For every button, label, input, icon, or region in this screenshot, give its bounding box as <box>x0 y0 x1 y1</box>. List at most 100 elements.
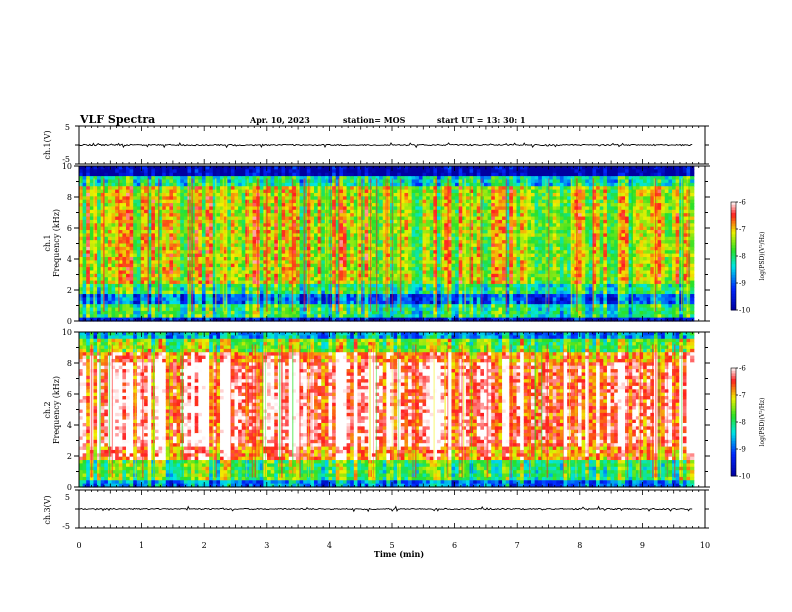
ch1-spectrogram-cell <box>335 253 340 258</box>
ch1-spectrogram-cell <box>361 182 366 187</box>
ch1-spectrogram-cell <box>97 283 102 288</box>
ch1-spectrogram-cell <box>89 263 95 268</box>
ch1-spectrogram-cell <box>411 290 416 295</box>
ch1-spectrogram-cell <box>201 182 207 187</box>
ch1-spectrogram-cell <box>248 240 254 245</box>
ch1-spectrogram-cell <box>122 196 127 201</box>
ch1-spectrogram-cell <box>361 240 366 245</box>
ch1-spectrogram-cell <box>295 189 301 194</box>
ch1-spectrogram-cell <box>79 243 84 248</box>
ch1-spectrogram-cell <box>299 290 304 295</box>
ch1-spectrogram-cell <box>198 250 203 255</box>
ch1-spectrogram-cell <box>397 273 402 278</box>
ch1-spectrogram-cell <box>379 169 384 174</box>
ch1-spectrogram-cell <box>382 314 387 319</box>
ch1-spectrogram-cell <box>252 256 257 261</box>
ch1-spectrogram-cell <box>173 260 178 265</box>
ch1-spectrogram-cell <box>292 213 297 218</box>
ch1-spectrogram-cell <box>455 236 460 241</box>
ch1-spectrogram-cell <box>158 297 163 302</box>
ch1-spectrogram-cell <box>339 250 344 255</box>
ch1-spectrogram-cell <box>129 243 134 248</box>
ch1-spectrogram-cell <box>422 192 427 197</box>
ch1-spectrogram-cell <box>426 273 431 278</box>
ch1-spectrogram-cell <box>220 307 225 312</box>
ch1-spectrogram-cell <box>227 267 232 272</box>
ch1-spectrogram-cell <box>458 236 463 241</box>
ch1-spectrogram-cell <box>317 199 322 204</box>
ch1-spectrogram-cell <box>136 280 142 285</box>
ch1-spectrogram-cell <box>285 297 290 302</box>
ch1-spectrogram-cell <box>97 287 102 292</box>
ch1-spectrogram-cell <box>238 223 243 228</box>
ch1-spectrogram-cell <box>165 176 171 181</box>
ch1-spectrogram-cell <box>408 294 413 299</box>
ch1-spectrogram-cell <box>209 314 214 319</box>
ch1-spectrogram-cell <box>310 216 315 221</box>
ch1-spectrogram-cell <box>415 219 420 224</box>
ch1-spectrogram-cell <box>404 246 409 251</box>
ch1-spectrogram-cell <box>314 236 319 241</box>
ch1-spectrogram-cell <box>176 203 181 208</box>
ch1-spectrogram-cell <box>122 189 127 194</box>
ch1-spectrogram-cell <box>194 182 199 187</box>
ch1-spectrogram-cell <box>180 317 185 322</box>
ch1-spectrogram-cell <box>198 196 203 201</box>
ch1-spectrogram-cell <box>234 189 239 194</box>
ch1-spectrogram-cell <box>447 256 453 261</box>
ch1-spectrogram-cell <box>277 314 283 319</box>
ch1-spectrogram-cell <box>147 196 152 201</box>
ch1-spectrogram-cell <box>335 192 340 197</box>
ch1-spectrogram-cell <box>223 317 228 322</box>
ch1-spectrogram-cell <box>248 273 254 278</box>
ch1-spectrogram-cell <box>429 216 434 221</box>
ch1-spectrogram-cell <box>415 223 420 228</box>
ch1-spectrogram-cell <box>220 304 225 309</box>
ch1-spectrogram-cell <box>357 186 362 191</box>
ch1-spectrogram-cell <box>465 256 471 261</box>
ch1-spectrogram-cell <box>183 283 189 288</box>
ch1-spectrogram-cell <box>382 294 387 299</box>
ch1-spectrogram-cell <box>447 209 453 214</box>
ch1-spectrogram-cell <box>274 260 279 265</box>
ch1-spectrogram-cell <box>418 270 424 275</box>
ch1-spectrogram-cell <box>361 314 366 319</box>
ch1-spectrogram-cell <box>295 270 301 275</box>
ch1-spectrogram-cell <box>212 256 218 261</box>
ch1-spectrogram-cell <box>173 166 178 170</box>
ch1-spectrogram-cell <box>223 219 228 224</box>
ch1-spectrogram-cell <box>241 283 246 288</box>
ch1-spectrogram-cell <box>140 179 145 184</box>
ch1-spectrogram-cell <box>429 300 434 305</box>
ch1-spectrogram-cell <box>379 304 384 309</box>
ch1-spectrogram-cell <box>292 294 297 299</box>
ch1-spectrogram-cell <box>259 206 265 211</box>
ch1-spectrogram-cell <box>418 287 424 292</box>
ch1-spectrogram-cell <box>194 230 199 234</box>
ch1-spectrogram-cell <box>111 317 116 322</box>
ch1-spectrogram-cell <box>415 253 420 258</box>
ch1-spectrogram-cell <box>115 297 120 302</box>
ch1-spectrogram-cell <box>100 263 105 268</box>
ch1-spectrogram-cell <box>220 260 225 265</box>
ch1-spectrogram-cell <box>314 192 319 197</box>
ch1-spectrogram-cell <box>328 314 333 319</box>
ch1-spectrogram-cell <box>342 304 348 309</box>
ch1-spectrogram-cell <box>154 226 160 231</box>
ch1-spectrogram-cell <box>292 172 297 177</box>
ch1-spectrogram-cell <box>151 219 156 224</box>
ch1-spectrogram-cell <box>429 304 434 309</box>
ch1-spectrogram-cell <box>122 246 127 251</box>
ch1-spectrogram-cell <box>136 277 142 282</box>
ch1-spectrogram-cell <box>458 297 463 302</box>
ch1-spectrogram-cell <box>133 209 138 214</box>
ch1-spectrogram-cell <box>151 267 156 272</box>
ch1-spectrogram-cell <box>274 192 279 197</box>
ch1-spectrogram-cell <box>162 307 167 312</box>
ch1-spectrogram-cell <box>310 223 315 228</box>
ch1-spectrogram-cell <box>248 206 254 211</box>
ch1-spectrogram-cell <box>100 226 105 231</box>
ch1-spectrogram-cell <box>393 243 398 248</box>
ch1-spectrogram-cell <box>205 270 210 275</box>
ch1-spectrogram-cell <box>154 283 160 288</box>
